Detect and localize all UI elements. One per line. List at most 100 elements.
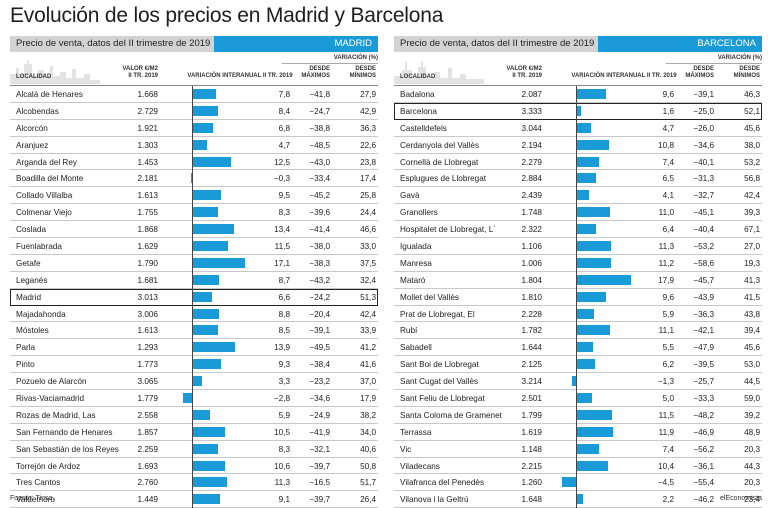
variacion-pct-header: VARIACIÓN (%) [717, 55, 762, 61]
from-min-value: 33,9 [360, 326, 376, 336]
change-value: 11,0 [658, 208, 674, 218]
change-bar [192, 376, 203, 387]
change-value: 2,2 [662, 495, 674, 505]
price-value: 1.648 [521, 495, 543, 505]
change-value: 17,9 [658, 275, 674, 285]
price-value: 1.453 [137, 157, 159, 167]
change-value: 8,5 [278, 326, 290, 336]
price-value: 2.439 [521, 191, 543, 201]
from-max-value: −41,4 [309, 225, 330, 235]
location-name: Rivas-Vaciamadrid [16, 394, 85, 404]
desde-maximos-header: DESDE MÁXIMOS [280, 66, 330, 80]
change-bar [192, 409, 211, 420]
price-value: 3.006 [137, 309, 159, 319]
from-max-value: −56,2 [693, 444, 714, 454]
from-max-value: −53,2 [693, 242, 714, 252]
minimos-label: MÍNIMOS [733, 73, 760, 79]
from-max-value: −46,2 [693, 495, 714, 505]
localidad-header: LOCALIDAD [400, 74, 436, 80]
source-note: Fuente: Tinsa. [10, 495, 55, 502]
change-value: 10,8 [658, 140, 674, 150]
change-bar [192, 325, 219, 336]
change-value: 10,5 [274, 427, 290, 437]
change-bar [576, 257, 611, 268]
change-bar [576, 190, 589, 201]
change-value: 4,1 [662, 191, 674, 201]
location-name: Badalona [400, 90, 435, 99]
location-name: Santa Coloma de Gramenet [400, 410, 502, 420]
change-value: 11,3 [658, 242, 674, 252]
location-name: Mataró [400, 275, 426, 285]
from-max-value: −31,3 [693, 174, 714, 184]
change-value: 6,2 [662, 360, 674, 370]
table-row: Arganda del Rey 1.453 12,5 −43,0 23,8 [10, 154, 378, 171]
from-min-value: 26,4 [360, 495, 376, 505]
price-value: 3.013 [137, 292, 159, 302]
price-value: 1.799 [521, 410, 543, 420]
location-name: Barcelona [400, 106, 437, 116]
from-max-value: −38,8 [309, 123, 330, 133]
localidad-header: LOCALIDAD [16, 74, 52, 80]
from-max-value: −39,7 [309, 461, 330, 471]
table-row: Pinto 1.773 9,3 −38,4 41,6 [10, 356, 378, 374]
change-bar [183, 393, 192, 404]
variacion-divider [282, 63, 378, 64]
change-value: 13,4 [274, 225, 290, 235]
price-value: 2.194 [521, 140, 543, 150]
from-max-value: −25,0 [693, 106, 714, 116]
price-value: 1.779 [137, 394, 159, 404]
from-max-value: −41,8 [309, 90, 330, 99]
location-name: Valdemoro [16, 495, 55, 505]
table-row: Alcalá de Henares 1.668 7,8 −41,8 27,9 [10, 86, 378, 103]
price-value: 2.125 [521, 360, 543, 370]
price-value: 2.181 [137, 174, 159, 184]
price-value: 2.279 [521, 157, 543, 167]
table-row: Sabadell 1.644 5,5 −47,9 45,6 [394, 339, 762, 357]
location-name: Tres Cantos [16, 478, 61, 488]
from-min-value: 17,4 [360, 174, 376, 184]
change-bar [576, 426, 613, 437]
location-name: Vilanova i la Geltrú [400, 495, 469, 505]
desde-maximos-header: DESDE MÁXIMOS [664, 66, 714, 80]
change-bar [576, 494, 583, 505]
page-title: Evolución de los precios en Madrid y Bar… [10, 4, 444, 27]
location-name: Fuenlabrada [16, 242, 62, 252]
valor-header-line2: II TR. 2019 [128, 73, 158, 79]
table-row: Sant Feliu de Llobregat 2.501 5,0 −33,3 59,0 [394, 390, 762, 407]
price-value: 1.755 [137, 208, 159, 218]
change-value: 11,1 [658, 326, 674, 336]
from-min-value: 53,2 [744, 157, 760, 167]
change-bar [192, 241, 228, 252]
change-value: 8,8 [278, 309, 290, 319]
price-value: 3.333 [521, 106, 543, 116]
change-value: 1,6 [662, 106, 674, 116]
change-bar [192, 105, 219, 116]
change-value: 8,3 [278, 444, 290, 454]
change-value: 11,5 [658, 410, 674, 420]
from-max-value: −55,4 [693, 478, 714, 488]
valor-header-line2: II TR. 2019 [512, 73, 542, 79]
from-max-value: −48,5 [309, 140, 330, 150]
from-min-value: 23,4 [744, 495, 760, 505]
change-bar [576, 241, 612, 252]
table-row: Badalona 2.087 9,6 −39,1 46,3 [394, 86, 762, 103]
table-row: Parla 1.293 13,9 −49,5 41,2 [10, 339, 378, 357]
from-min-value: 59,0 [744, 394, 760, 404]
variacion-divider [666, 63, 762, 64]
table-row: Santa Coloma de Gramenet 1.799 11,5 −48,2 39… [394, 407, 762, 424]
price-value: 3.044 [521, 123, 543, 133]
from-max-value: −24,7 [309, 106, 330, 116]
location-name: Hospitalet de Llobregat, L´ [400, 225, 497, 235]
table-row: Sant Cugat del Vallès 3.214 −1,3 −25,7 44,5 [394, 373, 762, 391]
change-value: 7,4 [662, 157, 674, 167]
change-value: −1,3 [657, 377, 674, 387]
table-row: Cornellà de Llobregat 2.279 7,4 −40,1 53,2 [394, 154, 762, 171]
change-value: 13,9 [274, 343, 290, 353]
location-name: Majadahonda [16, 309, 66, 319]
change-value: 10,4 [658, 461, 674, 471]
change-bar [192, 359, 221, 370]
from-min-value: 44,3 [744, 461, 760, 471]
from-max-value: −43,2 [309, 275, 330, 285]
price-value: 1.773 [137, 360, 159, 370]
from-max-value: −38,3 [309, 258, 330, 268]
